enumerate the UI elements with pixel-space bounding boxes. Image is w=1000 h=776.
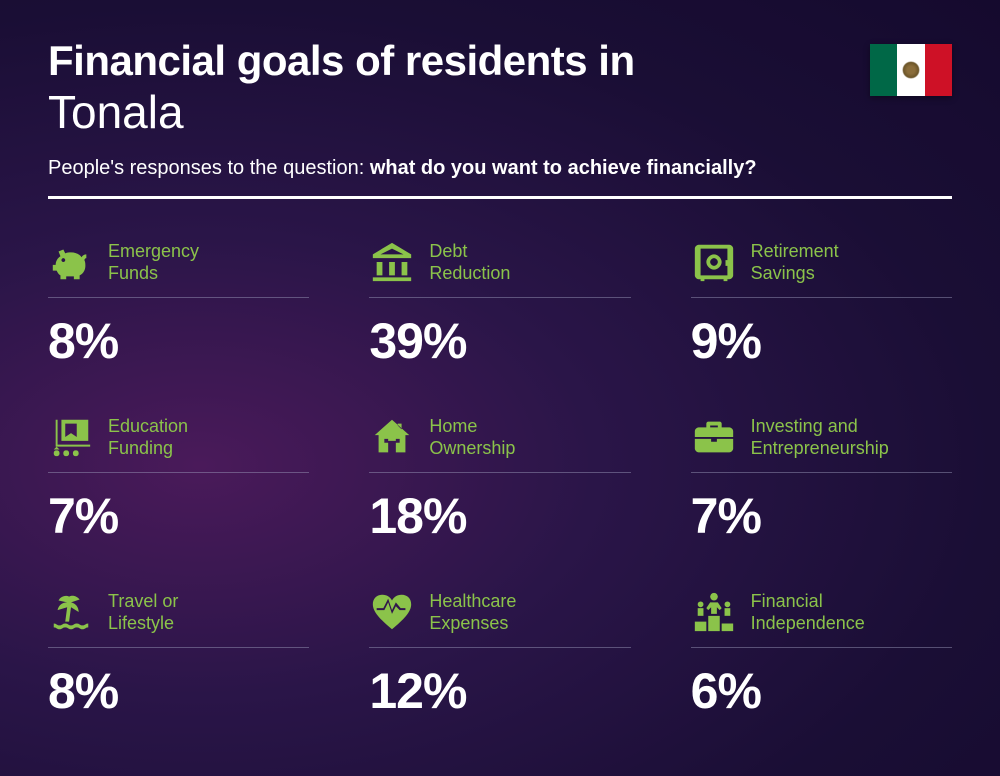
flag-stripe-red [925, 44, 952, 96]
goal-head: RetirementSavings [691, 237, 952, 287]
item-divider [48, 472, 309, 473]
goal-head: HealthcareExpenses [369, 587, 630, 637]
goal-healthcare-expenses: HealthcareExpenses 12% [369, 587, 630, 720]
goal-label: DebtReduction [429, 240, 510, 285]
item-divider [691, 647, 952, 648]
palm-icon [48, 589, 94, 635]
item-divider [691, 297, 952, 298]
item-divider [369, 472, 630, 473]
item-divider [691, 472, 952, 473]
goal-percent: 18% [369, 487, 630, 545]
briefcase-icon [691, 414, 737, 460]
goal-label: HealthcareExpenses [429, 590, 516, 635]
item-divider [48, 297, 309, 298]
flag-emblem [902, 61, 920, 79]
flag-stripe-green [870, 44, 897, 96]
goal-investing-entrepreneurship: Investing andEntrepreneurship 7% [691, 412, 952, 545]
bank-icon [369, 239, 415, 285]
flag-mexico [870, 44, 952, 96]
goal-financial-independence: FinancialIndependence 6% [691, 587, 952, 720]
goal-head: HomeOwnership [369, 412, 630, 462]
item-divider [369, 297, 630, 298]
goal-head: FinancialIndependence [691, 587, 952, 637]
goal-debt-reduction: DebtReduction 39% [369, 237, 630, 370]
header-divider [48, 196, 952, 199]
podium-icon [691, 589, 737, 635]
subtitle-question: what do you want to achieve financially? [370, 157, 757, 179]
subtitle: People's responses to the question: what… [48, 157, 952, 180]
safe-icon [691, 239, 737, 285]
heart-pulse-icon [369, 589, 415, 635]
subtitle-prefix: People's responses to the question: [48, 157, 370, 179]
goal-label: EducationFunding [108, 415, 188, 460]
goal-label: FinancialIndependence [751, 590, 865, 635]
goal-head: Investing andEntrepreneurship [691, 412, 952, 462]
goal-emergency-funds: EmergencyFunds 8% [48, 237, 309, 370]
goal-head: DebtReduction [369, 237, 630, 287]
title-line1: Financial goals of residents in [48, 38, 952, 84]
goal-percent: 12% [369, 662, 630, 720]
goal-label: EmergencyFunds [108, 240, 199, 285]
goal-percent: 39% [369, 312, 630, 370]
goal-label: RetirementSavings [751, 240, 839, 285]
goal-head: Travel orLifestyle [48, 587, 309, 637]
goal-percent: 7% [48, 487, 309, 545]
goal-percent: 6% [691, 662, 952, 720]
goal-head: EducationFunding [48, 412, 309, 462]
piggy-bank-icon [48, 239, 94, 285]
goal-percent: 8% [48, 312, 309, 370]
goal-percent: 8% [48, 662, 309, 720]
goal-label: HomeOwnership [429, 415, 515, 460]
goal-percent: 7% [691, 487, 952, 545]
item-divider [48, 647, 309, 648]
goal-home-ownership: HomeOwnership 18% [369, 412, 630, 545]
item-divider [369, 647, 630, 648]
education-icon [48, 414, 94, 460]
goals-grid: EmergencyFunds 8% DebtReduction 39% Reti… [48, 237, 952, 720]
goal-label: Investing andEntrepreneurship [751, 415, 889, 460]
flag-stripe-white [897, 44, 924, 96]
house-icon [369, 414, 415, 460]
header: Financial goals of residents in Tonala P… [48, 38, 952, 199]
goal-retirement-savings: RetirementSavings 9% [691, 237, 952, 370]
goal-percent: 9% [691, 312, 952, 370]
title-line2: Tonala [48, 86, 952, 139]
goal-label: Travel orLifestyle [108, 590, 178, 635]
goal-education-funding: EducationFunding 7% [48, 412, 309, 545]
goal-head: EmergencyFunds [48, 237, 309, 287]
goal-travel-lifestyle: Travel orLifestyle 8% [48, 587, 309, 720]
